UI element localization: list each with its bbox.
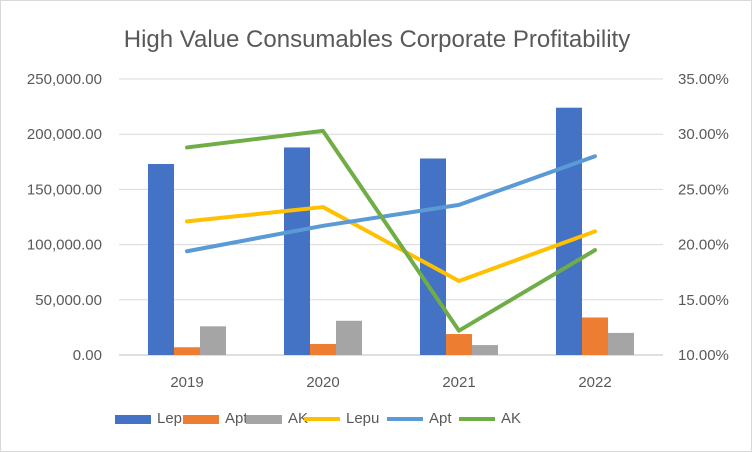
- lines: [185, 128, 597, 333]
- left-axis-tick-label: 100,000.00: [27, 237, 102, 254]
- legend-label: AK: [501, 410, 521, 427]
- right-axis-tick-label: 35.00%: [678, 71, 729, 88]
- line-apt-ratio: [185, 154, 597, 254]
- left-axis-tick-label: 0.00: [73, 347, 102, 364]
- legend-swatch-bar-apt: [183, 415, 219, 424]
- legend-label: Lepu: [157, 410, 190, 427]
- bar-apt-2021: [446, 334, 472, 355]
- bar-apt-2019: [174, 347, 200, 355]
- x-axis-tick-label: 2019: [170, 374, 203, 391]
- legend: Lepu Apt AK Lepu Apt AK: [115, 410, 521, 427]
- left-axis-tick-label: 50,000.00: [35, 292, 102, 309]
- axes: 0.00 50,000.00 100,000.00 150,000.00 200,000…: [27, 71, 729, 391]
- bar-apt-2022: [582, 317, 608, 355]
- x-axis-tick-label: 2020: [306, 374, 339, 391]
- bar-apt-2020: [310, 343, 336, 355]
- x-axis-tick-label: 2021: [442, 374, 475, 391]
- left-axis-tick-label: 200,000.00: [27, 126, 102, 143]
- bar-lepu-2022: [556, 107, 582, 355]
- bar-ak-2021: [472, 345, 498, 355]
- right-axis-tick-label: 15.00%: [678, 292, 729, 309]
- bar-ak-2020: [336, 320, 362, 355]
- bar-ak-2022: [608, 332, 634, 355]
- legend-label: Apt: [429, 410, 452, 427]
- left-axis-tick-label: 250,000.00: [27, 71, 102, 88]
- x-axis-tick-label: 2022: [578, 374, 611, 391]
- line-lepu-ratio: [185, 205, 597, 284]
- right-axis-tick-label: 10.00%: [678, 347, 729, 364]
- right-axis-tick-label: 30.00%: [678, 126, 729, 143]
- legend-label: AK: [288, 410, 308, 427]
- bar-lepu-2019: [148, 164, 174, 355]
- bar-ak-2019: [200, 326, 226, 355]
- legend-swatch-bar-ak: [246, 415, 282, 424]
- legend-swatch-bar-lepu: [115, 415, 151, 424]
- left-axis-tick-label: 150,000.00: [27, 181, 102, 198]
- legend-label: Lepu: [346, 410, 379, 427]
- right-axis-tick-label: 25.00%: [678, 181, 729, 198]
- chart-title: High Value Consumables Corporate Profita…: [124, 26, 630, 53]
- right-axis-tick-label: 20.00%: [678, 237, 729, 254]
- bar-lepu-2021: [420, 158, 446, 355]
- bars: [148, 107, 634, 355]
- line-ak-ratio: [185, 128, 597, 333]
- bar-lepu-2020: [284, 147, 310, 355]
- legend-label: Apt: [225, 410, 248, 427]
